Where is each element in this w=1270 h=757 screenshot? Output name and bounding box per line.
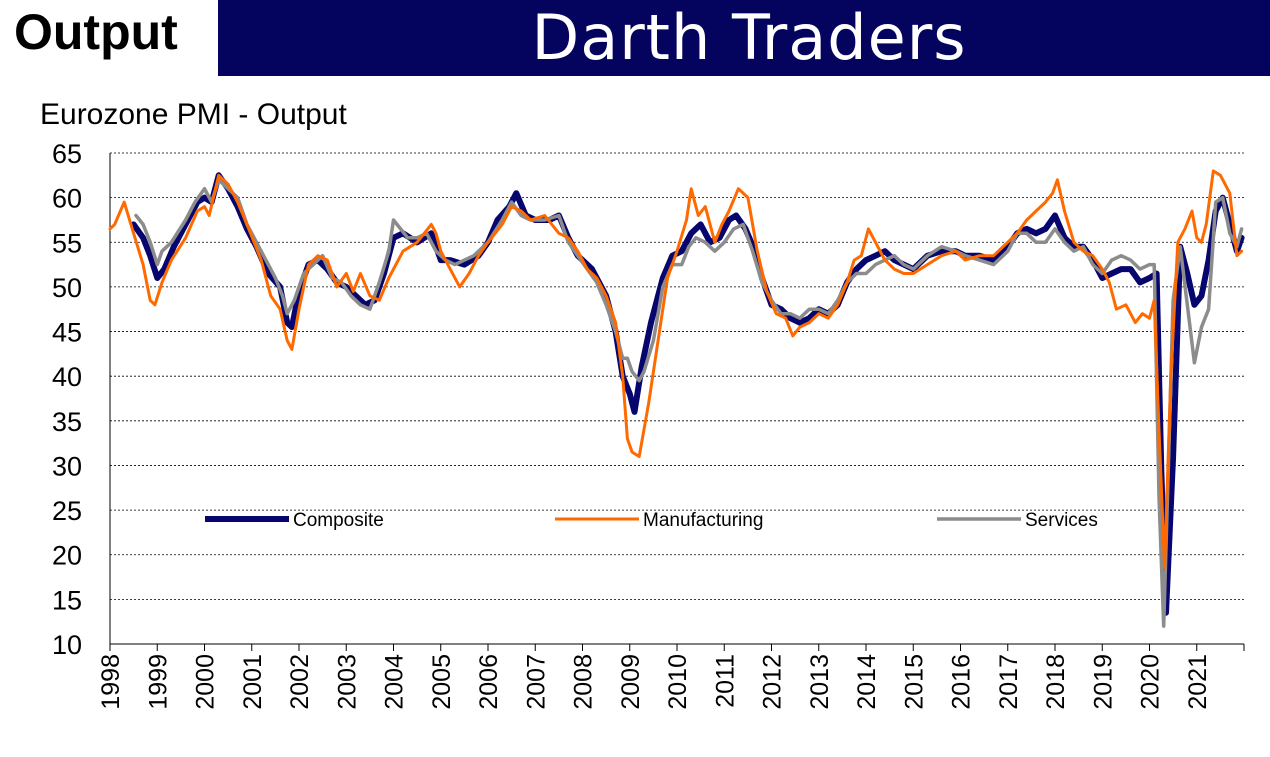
x-tick-label: 2018 [1042,654,1070,710]
x-tick-label: 2013 [806,654,834,710]
y-tick-label: 20 [52,541,82,571]
x-tick-label: 2014 [853,654,881,710]
brand-banner: Darth Traders [218,0,1270,76]
legend-label-services: Services [1025,510,1098,531]
y-tick-label: 55 [52,228,82,258]
x-tick-label: 2011 [711,654,739,708]
y-tick-label: 65 [52,139,82,169]
x-tick-label: 2000 [192,654,220,710]
x-tick-label: 2004 [381,654,409,710]
y-tick-label: 15 [52,585,82,615]
series-line-manufacturing [108,169,1244,570]
x-tick-label: 2002 [286,654,314,710]
page-heading: Output [14,4,178,60]
chart-title: Eurozone PMI - Output [40,98,347,131]
x-tick-label: 2009 [617,654,645,710]
x-tick-label: 2005 [428,654,456,710]
x-tick-label: 2020 [1137,654,1165,710]
x-tick-label: 2008 [570,654,598,710]
x-tick-label: 2021 [1184,654,1212,710]
x-tick-label: 2019 [1089,654,1117,710]
x-tick-label: 2007 [522,654,550,710]
y-tick-label: 25 [52,496,82,526]
x-tick-label: 1999 [144,654,172,710]
x-tick-label: 2001 [239,654,267,710]
x-tick-label: 1998 [97,654,125,710]
x-tick-label: 2016 [948,654,976,710]
y-tick-label: 45 [52,318,82,348]
y-tick-label: 50 [52,273,82,303]
y-tick-label: 30 [52,451,82,481]
y-tick-label: 10 [52,630,82,660]
series-line-composite [130,172,1245,616]
legend-label-manufacturing: Manufacturing [643,510,763,531]
y-tick-label: 35 [52,407,82,437]
x-tick-label: 2006 [475,654,503,710]
y-tick-label: 40 [52,362,82,392]
x-tick-label: 2015 [900,654,928,710]
y-tick-label: 60 [52,184,82,214]
x-tick-label: 2012 [759,654,787,710]
legend-label-composite: Composite [293,510,384,531]
brand-logo: Darth Traders [531,1,967,74]
x-tick-label: 2003 [333,654,361,710]
x-tick-label: 2010 [664,654,692,710]
x-tick-label: 2017 [995,654,1023,710]
